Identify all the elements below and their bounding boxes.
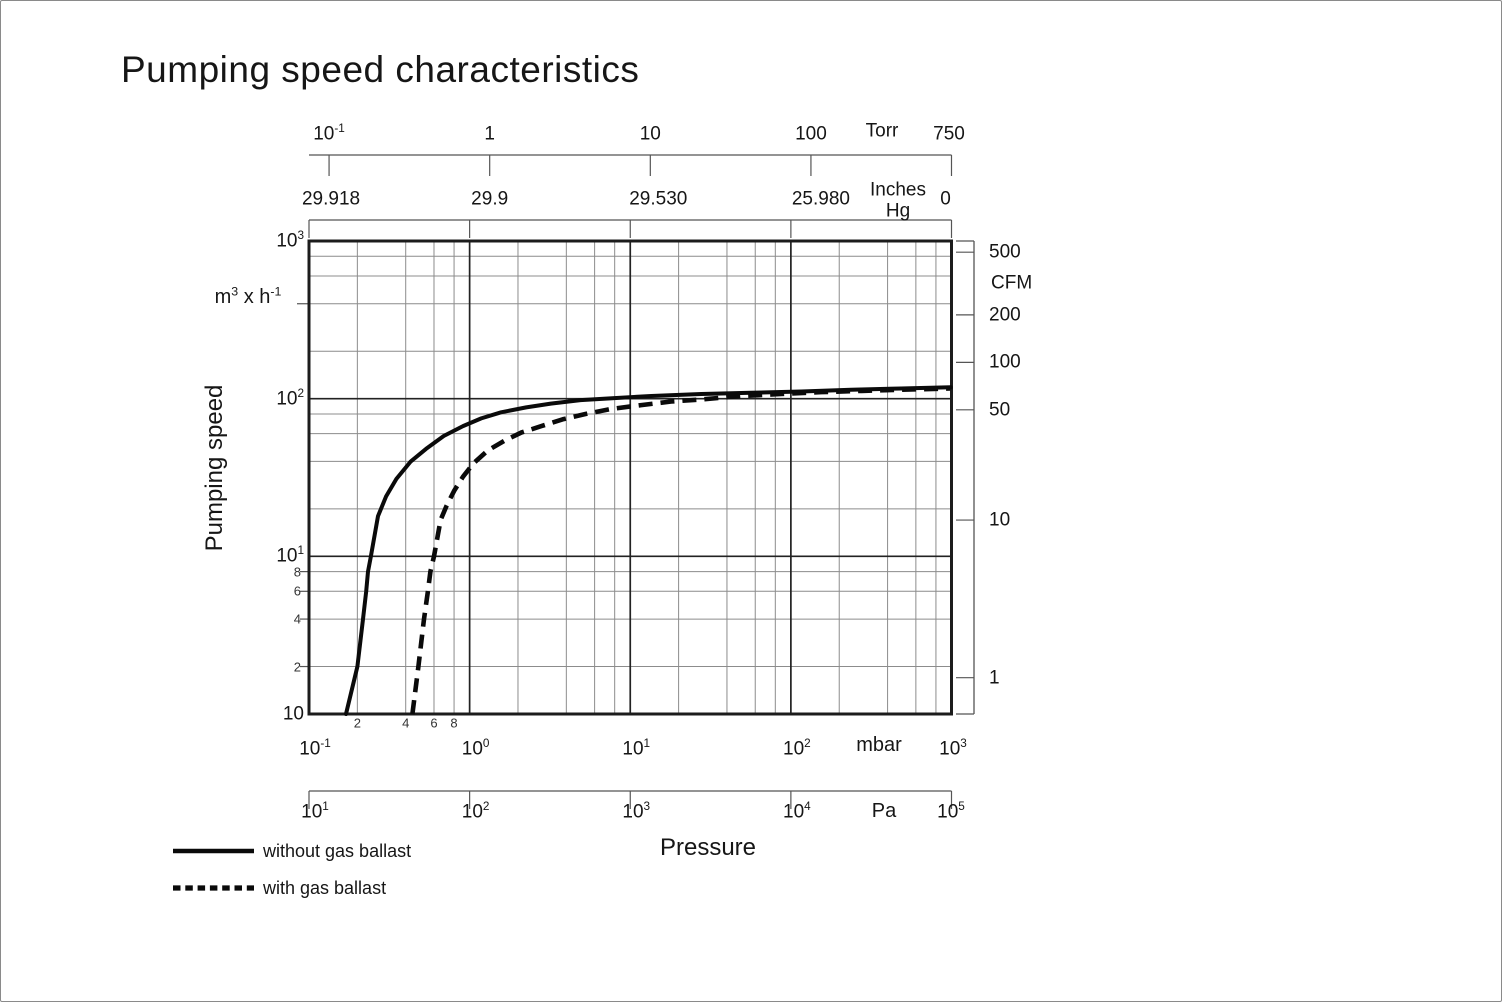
pa-tick-label: 105 bbox=[937, 800, 965, 823]
pa-tick-label: 101 bbox=[301, 800, 329, 823]
legend-label-without-gas-ballast: without gas ballast bbox=[263, 841, 412, 861]
x-axis-title: Pressure bbox=[659, 834, 757, 861]
y-axis-minor-label: 8 bbox=[293, 564, 301, 580]
mbar-tick-label: 102 bbox=[783, 737, 811, 760]
legend-label-with-gas-ballast: with gas ballast bbox=[263, 878, 387, 898]
inches-hg-unit-line1: Inches bbox=[870, 179, 926, 201]
y-axis-minor-label: 6 bbox=[293, 583, 301, 599]
mbar-minor-label: 8 bbox=[450, 715, 458, 731]
cfm-tick-label: 500 bbox=[989, 241, 1021, 263]
cfm-tick-label: 10 bbox=[989, 509, 1011, 531]
mbar-minor-label: 6 bbox=[430, 715, 438, 731]
cfm-tick-label: 1 bbox=[989, 667, 1000, 689]
cfm-unit-label: CFM bbox=[991, 272, 1033, 294]
cfm-tick-label: 200 bbox=[989, 304, 1021, 326]
cfm-tick-label: 50 bbox=[989, 399, 1011, 421]
inches-hg-tick-label: 25.980 bbox=[791, 188, 850, 210]
plot-frame bbox=[307, 239, 953, 716]
inches-hg-tick-label: 0 bbox=[940, 188, 951, 210]
pa-unit-label: Pa bbox=[871, 800, 897, 822]
torr-tick-label: 10 bbox=[639, 123, 661, 145]
inches-hg-unit-line2: Hg bbox=[885, 200, 911, 222]
y-axis-major-label: 101 bbox=[276, 544, 304, 567]
y-axis-title: Pumping speed bbox=[201, 384, 228, 552]
torr-tick-label: 1 bbox=[484, 123, 495, 145]
torr-tick-label: 10-1 bbox=[313, 122, 345, 145]
mbar-unit-label: mbar bbox=[856, 734, 902, 756]
y-axis-major-label: 102 bbox=[276, 386, 304, 410]
mbar-tick-label: 10-1 bbox=[299, 737, 331, 760]
mbar-minor-label: 4 bbox=[402, 715, 410, 731]
mbar-tick-label: 103 bbox=[939, 737, 967, 760]
y-axis-minor-label: 2 bbox=[293, 659, 301, 675]
pa-tick-label: 104 bbox=[783, 800, 811, 823]
page-title: Pumping speed characteristics bbox=[121, 49, 640, 90]
torr-tick-label: 100 bbox=[795, 123, 827, 145]
y-axis-major-label: 103 bbox=[276, 229, 304, 252]
curve-without-gas-ballast bbox=[344, 385, 953, 716]
cfm-tick-label: 100 bbox=[989, 351, 1021, 373]
y-axis-minor-label: 4 bbox=[293, 611, 301, 627]
y-axis-major-label: 10 bbox=[282, 703, 304, 725]
mbar-tick-label: 101 bbox=[622, 737, 651, 760]
torr-unit-label: Torr bbox=[865, 120, 899, 142]
torr-tick-label: 750 bbox=[933, 123, 965, 145]
mbar-tick-label: 100 bbox=[461, 737, 490, 760]
inches-hg-tick-label: 29.530 bbox=[629, 188, 688, 210]
y-axis-unit: m3 x h-1 bbox=[214, 284, 282, 308]
mbar-minor-label: 2 bbox=[353, 715, 361, 731]
pa-tick-label: 103 bbox=[622, 800, 651, 823]
inches-hg-tick-label: 29.9 bbox=[471, 188, 509, 210]
inches-hg-tick-label: 29.918 bbox=[301, 188, 361, 210]
pa-tick-label: 102 bbox=[461, 800, 490, 823]
curve-with-gas-ballast bbox=[410, 386, 951, 715]
